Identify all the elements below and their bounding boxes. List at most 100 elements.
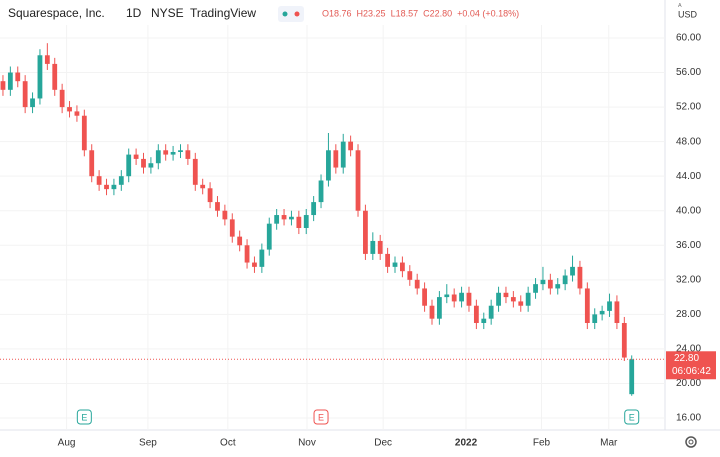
candle-body (400, 262, 405, 272)
candle-body (363, 210, 368, 254)
symbol-title: Squarespace, Inc. (8, 6, 105, 20)
x-tick-label: Nov (298, 438, 316, 449)
ohlc-value: O18.76 (322, 8, 352, 18)
last-price-label: 22.80 (674, 353, 699, 364)
x-tick-label: Aug (58, 438, 76, 449)
candle-body (414, 279, 420, 289)
candle-body (555, 284, 561, 289)
candle-body (377, 240, 383, 254)
candle-body (370, 240, 376, 254)
candle-body (133, 154, 139, 159)
candle-body (599, 310, 605, 315)
candle-body (503, 292, 509, 298)
candle-body (459, 292, 464, 302)
candle-body (570, 266, 575, 276)
ohlc-value: C22.80 (423, 8, 452, 18)
candle-body (74, 111, 80, 116)
candle-body (81, 115, 87, 151)
candle-body (422, 288, 427, 306)
status-dot (294, 11, 300, 17)
y-tick-label: 40.00 (676, 205, 701, 216)
y-tick-label: 48.00 (676, 136, 701, 147)
candle-body (44, 55, 50, 64)
last-price-box (666, 351, 716, 380)
candle-body (481, 318, 487, 323)
candle-body (629, 359, 635, 395)
event-label: E (318, 412, 324, 422)
candle-body (296, 216, 302, 228)
candle-body (326, 150, 331, 181)
candle-body (592, 314, 598, 323)
x-tick-label: Mar (600, 438, 618, 449)
candle-body (141, 158, 146, 168)
y-tick-label: 24.00 (676, 344, 701, 355)
interval: 1D (126, 6, 142, 20)
candle-body (266, 223, 272, 250)
candle-body (244, 245, 250, 263)
y-tick-label: 44.00 (676, 171, 701, 182)
candle-body (22, 81, 28, 108)
candle-body (192, 158, 198, 185)
candle-body (348, 141, 354, 151)
x-tick-label: Dec (374, 438, 392, 449)
candle-body (444, 294, 450, 298)
status-badge[interactable] (278, 6, 304, 22)
candle-body (67, 107, 72, 112)
candle-body (466, 292, 472, 306)
candle-body (237, 236, 243, 246)
candle-body (37, 55, 43, 99)
candle-body (274, 215, 280, 224)
candle-body (155, 150, 161, 164)
y-tick-label: 52.00 (676, 102, 701, 113)
event-badge (313, 409, 329, 425)
candle-body (126, 154, 132, 177)
x-tick-label: 2022 (455, 438, 478, 449)
candle-body (607, 301, 612, 311)
candle-body (436, 297, 442, 319)
candle-body (215, 202, 220, 211)
candle-body (473, 305, 479, 323)
status-dot (282, 11, 288, 17)
currency[interactable]: USD (678, 9, 698, 19)
candle-body (577, 266, 583, 289)
candle-body (614, 301, 620, 323)
candle-body (111, 184, 117, 190)
settings-icon[interactable] (685, 436, 697, 448)
candle-body (496, 292, 501, 306)
event-label: E (629, 412, 635, 422)
candle-body (488, 305, 494, 319)
y-tick-label: 32.00 (676, 274, 701, 285)
candle-body (170, 152, 176, 155)
candle-body (207, 188, 213, 203)
candle-body (385, 253, 391, 267)
candle-body (303, 215, 309, 228)
candle-body (562, 275, 568, 285)
x-tick-label: Oct (220, 438, 236, 449)
candle-body (229, 219, 235, 237)
candle-body (59, 89, 65, 108)
axis-menu[interactable]: ᴬ (677, 2, 682, 11)
candle-body (52, 63, 58, 90)
candle-body (540, 279, 546, 285)
candle-body (584, 288, 590, 323)
candle-body (355, 150, 361, 211)
candle-body (96, 176, 102, 185)
countdown: 06:06:42 (672, 366, 711, 377)
candle-body (429, 305, 435, 319)
candle-body (289, 216, 294, 220)
candle-body (510, 297, 516, 302)
candle-body (118, 176, 124, 185)
candle-body (392, 262, 398, 267)
candle-body (451, 294, 457, 302)
ohlc-value: L18.57 (391, 8, 419, 18)
candle-body (148, 163, 154, 168)
candle-body (547, 279, 553, 289)
candle-body (222, 210, 228, 220)
candle-body (407, 271, 413, 280)
event-badge (76, 409, 92, 425)
candle-body (311, 202, 317, 216)
candle-body (340, 141, 346, 168)
candle-body (7, 72, 13, 90)
